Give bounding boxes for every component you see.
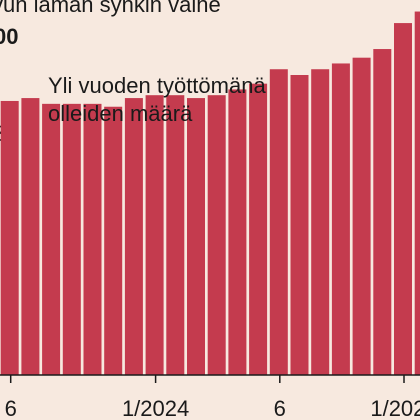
header-subtitle: vun laman synkin vaihe <box>0 0 221 17</box>
annotation-line-1: Yli vuoden työttömänä <box>48 73 266 98</box>
bar <box>228 89 247 376</box>
bar <box>249 83 268 376</box>
bar <box>104 106 123 375</box>
bar <box>124 98 143 375</box>
bar <box>62 103 81 375</box>
x-tick-label: 1/2025 <box>370 396 420 420</box>
bar <box>373 49 392 375</box>
bar <box>394 23 412 376</box>
bar-series <box>0 11 420 376</box>
bar <box>42 103 61 375</box>
bar <box>352 57 371 375</box>
x-tick-label: 6 <box>274 396 286 420</box>
bar <box>311 69 330 375</box>
bar <box>269 69 288 375</box>
annotation-line-2: olleiden määrä <box>48 101 193 126</box>
bar <box>21 98 40 375</box>
x-tick-label: 6 <box>5 396 17 420</box>
bar <box>0 100 19 376</box>
x-tick-label: 1/2024 <box>122 396 189 420</box>
bar <box>331 63 350 376</box>
bar <box>207 95 226 375</box>
bar <box>145 95 164 375</box>
x-axis-ticks: 6 1/2024 6 1/2025 <box>5 375 420 420</box>
chart-annotation: Yli vuoden työttömänä olleiden määrä <box>48 72 266 128</box>
bar <box>83 103 102 375</box>
header-top-value: 00 <box>0 24 19 49</box>
bar <box>414 11 420 375</box>
bar <box>187 98 205 375</box>
bar <box>166 95 185 375</box>
bar <box>290 75 309 375</box>
